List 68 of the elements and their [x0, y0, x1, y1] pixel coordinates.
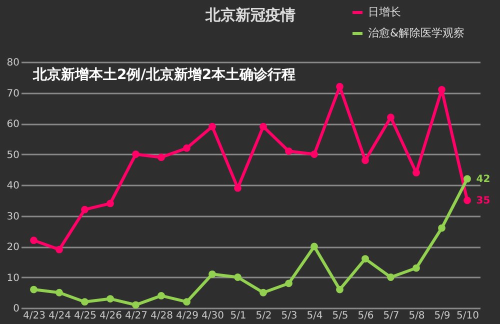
point: [81, 298, 88, 306]
point: [81, 206, 88, 214]
x-tick-label: 4/23: [23, 310, 46, 322]
point: [362, 255, 369, 262]
point: [183, 298, 190, 306]
point: [158, 154, 165, 162]
point: [30, 236, 38, 244]
y-tick-label: 10: [6, 272, 20, 284]
point: [438, 224, 446, 232]
point: [183, 144, 190, 152]
point: [336, 286, 344, 294]
x-tick-label: 4/25: [74, 310, 96, 322]
point: [285, 147, 292, 155]
point: [260, 122, 267, 130]
x-tick-label: 4/30: [202, 310, 224, 322]
x-tick-label: 5/3: [281, 310, 298, 322]
x-tick-label: 5/7: [383, 310, 400, 322]
x-tick-label: 5/10: [456, 310, 479, 322]
x-tick-label: 5/4: [306, 310, 323, 322]
point: [260, 288, 267, 296]
point: [234, 274, 242, 281]
x-tick-label: 5/2: [256, 310, 272, 322]
x-tick-label: 5/1: [230, 310, 246, 322]
x-tick-label: 5/9: [434, 310, 450, 322]
y-tick-label: 0: [13, 304, 20, 314]
y-tick-label: 70: [6, 88, 20, 100]
point: [132, 150, 140, 158]
y-tick-label: 40: [6, 180, 20, 192]
x-tick-label: 4/28: [150, 310, 173, 322]
point: [464, 175, 471, 183]
point: [362, 156, 369, 164]
y-tick-label: 50: [6, 150, 20, 161]
point: [208, 270, 216, 278]
y-tick-label: 20: [6, 242, 20, 253]
point: [412, 169, 420, 176]
point: [336, 82, 344, 90]
y-tick-label: 30: [6, 211, 20, 222]
point: [208, 122, 216, 130]
point: [56, 246, 63, 254]
point: [387, 274, 394, 281]
point: [106, 200, 114, 208]
legend-label: 日增长: [368, 6, 401, 18]
y-tick-label: 60: [6, 119, 20, 130]
point: [285, 280, 292, 288]
x-tick-label: 5/5: [332, 310, 348, 322]
point: [464, 196, 471, 204]
point: [387, 114, 394, 122]
x-tick-label: 4/26: [100, 310, 122, 322]
x-tick-label: 4/24: [48, 310, 71, 322]
chart-title: 北京新冠疫情: [204, 6, 296, 24]
x-tick-label: 5/8: [408, 310, 425, 322]
data-label: 42: [476, 174, 490, 185]
x-tick-label: 4/27: [125, 310, 148, 322]
point: [158, 292, 165, 300]
point: [30, 286, 38, 294]
point: [310, 150, 318, 158]
x-tick-label: 5/6: [358, 310, 374, 322]
point: [310, 242, 318, 250]
point: [132, 301, 140, 309]
x-tick-label: 4/29: [176, 310, 198, 322]
y-tick-label: 80: [6, 58, 20, 68]
annotation: 北京新增本土2例/北京新增2本土确诊行程: [32, 66, 296, 83]
point: [106, 295, 114, 302]
point: [56, 288, 63, 296]
legend-label: 治愈&解除医学观察: [368, 26, 465, 40]
data-label: 35: [476, 195, 490, 206]
point: [412, 264, 420, 272]
point: [438, 86, 446, 94]
